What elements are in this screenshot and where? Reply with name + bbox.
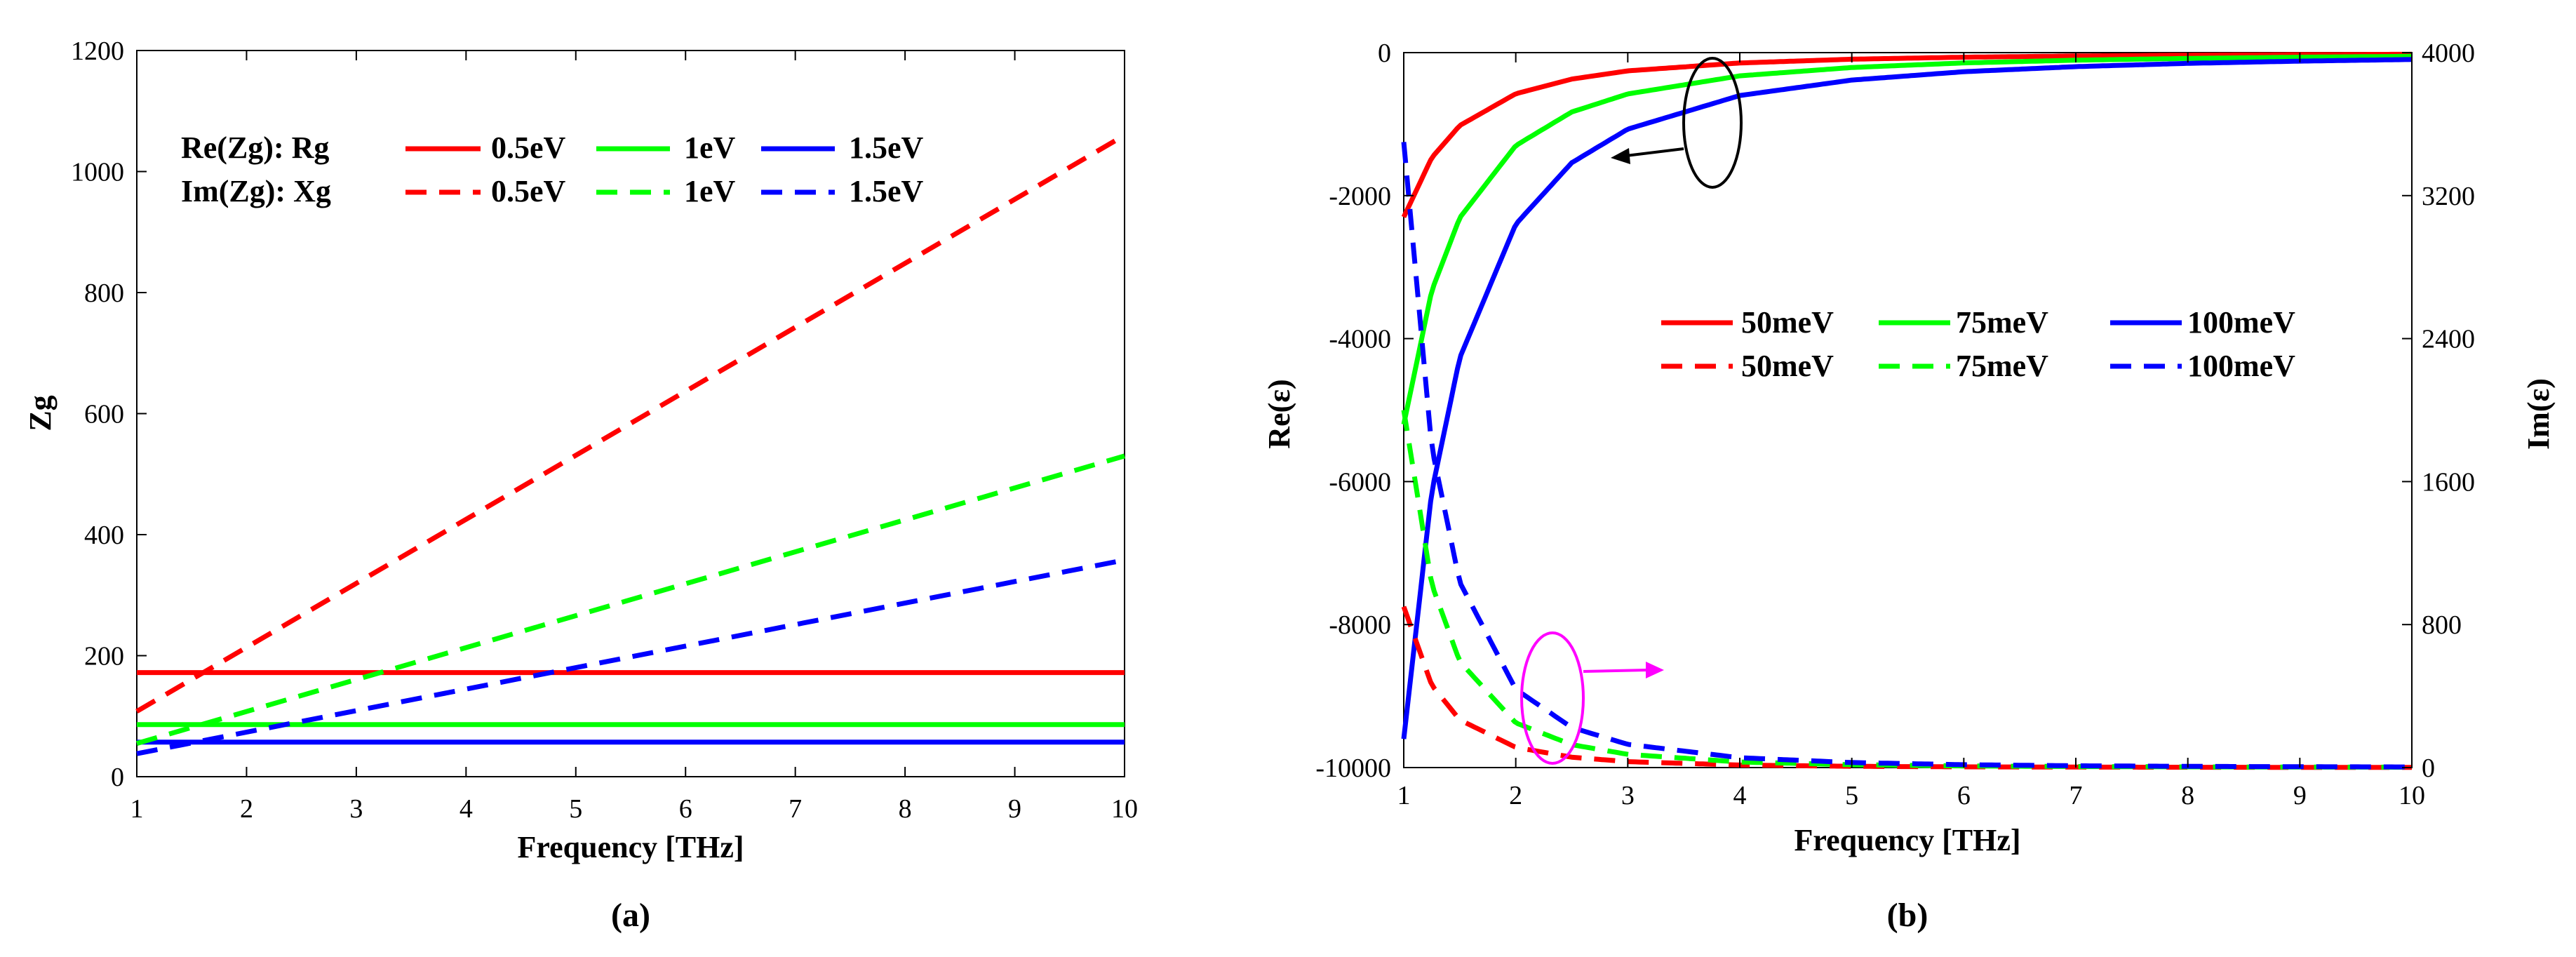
chart-a-ytick-label-4: 800 [84, 279, 124, 308]
chart-a-legend: Re(Zg): Rg Im(Zg): Xg 0.5eV 1eV 1.5eV 0.… [181, 130, 924, 208]
chart-b-plot-area [1403, 52, 2413, 768]
chart-b-xtick-label-4: 5 [1845, 781, 1858, 810]
chart-a-ytick-label-6: 1200 [71, 36, 124, 66]
legend-b-entry-re-75: 75meV [1956, 305, 2048, 340]
chart-b-ylabel-right: Im(ε) [2521, 378, 2556, 450]
chart-a-panel-label: (a) [611, 897, 650, 934]
chart-a-series-line-4 [136, 453, 1125, 746]
annotation-im-ellipse [1520, 631, 1664, 765]
annotation-re-ellipse [1611, 57, 1743, 189]
chart-b-left-ytick-label-5: 0 [1378, 39, 1391, 68]
legend-a-entry-xg-05: 0.5eV [491, 174, 566, 208]
chart-b-right-ytick-label-2: 1600 [2422, 467, 2475, 497]
chart-a-xtick-label-6: 7 [789, 794, 802, 824]
chart-b-legend: 50meV 75meV 100meV 50meV 75meV 100meV [1661, 305, 2295, 383]
legend-b-entry-im-100: 100meV [2187, 349, 2295, 383]
chart-a-xtick-label-1: 2 [240, 794, 253, 824]
chart-a-xtick-label-4: 5 [569, 794, 582, 824]
chart-b-xtick-label-6: 7 [2069, 781, 2083, 810]
chart-a-xtick-label-8: 9 [1008, 794, 1021, 824]
legend-a-row2-label: Im(Zg): Xg [181, 174, 331, 208]
chart-a-xtick-label-7: 8 [899, 794, 912, 824]
chart-b-ylabel-left: Re(ε) [1262, 379, 1296, 448]
chart-b-xtick-label-7: 8 [2181, 781, 2194, 810]
chart-a-xlabel: Frequency [THz] [517, 830, 744, 864]
arrow-right-icon [1646, 662, 1664, 678]
legend-a-entry-rg-15: 1.5eV [849, 130, 924, 165]
chart-a-ytick-label-3: 600 [84, 400, 124, 429]
legend-b-entry-re-100: 100meV [2187, 305, 2295, 340]
chart-b-left-ytick-label-3: -4000 [1329, 325, 1391, 354]
chart-b-xlabel: Frequency [THz] [1794, 823, 2020, 857]
chart-a-xtick-label-5: 6 [679, 794, 692, 824]
chart-b-right-ytick-label-3: 2400 [2422, 325, 2475, 354]
legend-b-entry-re-50: 50meV [1741, 305, 1834, 340]
chart-a: 1 2 3 4 5 6 7 8 9 10 0 200 400 600 800 1000 1200 Freque… [23, 36, 1138, 934]
chart-b-series-line-1 [1401, 53, 2412, 425]
chart-a-ytick-label-0: 0 [111, 763, 124, 792]
chart-b-right-ytick-label-5: 4000 [2422, 39, 2475, 68]
chart-a-xtick-label-2: 3 [349, 794, 363, 824]
chart-b-xtick-label-8: 9 [2293, 781, 2307, 810]
chart-b-xtick-label-1: 2 [1509, 781, 1522, 810]
legend-a-row1-label: Re(Zg): Rg [181, 130, 329, 165]
chart-a-plot-area [136, 50, 1125, 777]
arrow-left-icon [1611, 148, 1630, 164]
chart-b-xtick-label-3: 4 [1733, 781, 1747, 810]
chart-b-series-line-0 [1401, 51, 2413, 218]
chart-b-right-ytick-label-0: 0 [2422, 754, 2435, 783]
chart-b-xtick-label-5: 6 [1957, 781, 1971, 810]
chart-a-ytick-label-2: 400 [84, 521, 124, 550]
chart-a-ytick-label-5: 1000 [71, 158, 124, 187]
chart-b-left-ytick-label-0: -10000 [1315, 754, 1391, 783]
chart-a-xtick-label-0: 1 [130, 794, 144, 824]
chart-a-xtick-label-3: 4 [459, 794, 473, 824]
chart-b-xtick-label-2: 3 [1621, 781, 1635, 810]
chart-b-series-line-3 [1401, 605, 2412, 770]
chart-b: 1 2 3 4 5 6 7 8 9 10 -10000-8000-6000-4000-20000 … [1262, 39, 2556, 934]
chart-b-xtick-label-9: 10 [2399, 781, 2425, 810]
chart-b-left-ytick-label-1: -8000 [1329, 610, 1391, 640]
chart-b-panel-label: (b) [1887, 897, 1928, 934]
legend-a-entry-rg-05: 0.5eV [491, 130, 566, 165]
legend-a-entry-rg-1: 1eV [684, 130, 736, 165]
chart-b-series-line-2 [1401, 57, 2413, 740]
legend-b-entry-im-50: 50meV [1741, 349, 1834, 383]
legend-b-entry-im-75: 75meV [1956, 349, 2048, 383]
chart-b-left-ytick-label-2: -6000 [1329, 467, 1391, 497]
legend-a-entry-xg-1: 1eV [684, 174, 736, 208]
chart-a-xtick-label-9: 10 [1111, 794, 1138, 824]
chart-b-xtick-label-0: 1 [1397, 781, 1411, 810]
chart-b-right-ytick-label-1: 800 [2422, 610, 2462, 640]
chart-a-series-line-3 [135, 133, 1126, 714]
chart-b-right-ytick-label-4: 3200 [2422, 182, 2475, 211]
chart-a-ytick-label-1: 200 [84, 642, 124, 671]
legend-a-entry-xg-15: 1.5eV [849, 174, 924, 208]
chart-b-left-ytick-label-4: -2000 [1329, 182, 1391, 211]
chart-a-ylabel: Zg [23, 395, 58, 431]
